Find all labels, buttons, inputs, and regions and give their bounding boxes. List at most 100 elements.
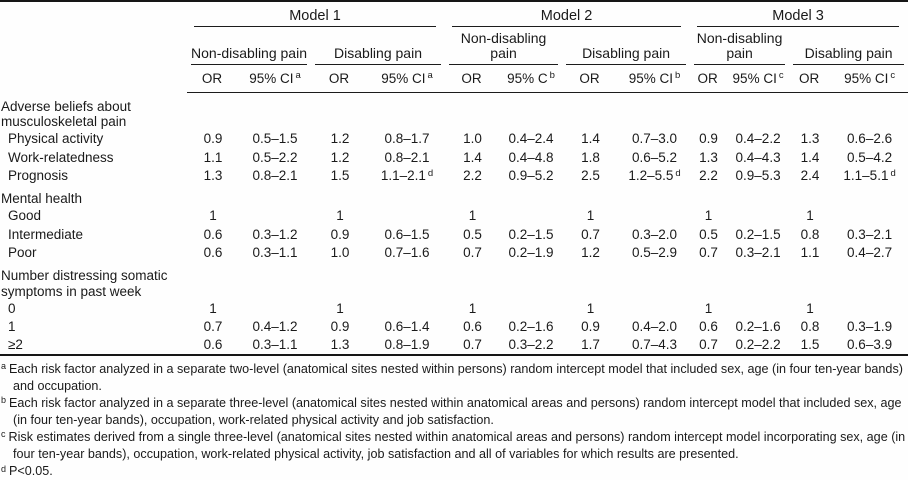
footnote-d: d P<0.05.: [1, 463, 906, 480]
section-title-cell: Number distressing somatic symptoms in p…: [0, 262, 908, 299]
ci-value: [500, 299, 562, 318]
table-row: Poor 0.6 0.3–1.1 1.0 0.7–1.6 0.7 0.2–1.9…: [0, 244, 908, 263]
stat-label: OR: [328, 70, 350, 86]
ci-value: 0.4–1.2: [252, 319, 298, 335]
footnote-a: a Each risk factor analyzed in a separate…: [1, 361, 906, 395]
or-value: 1: [704, 300, 713, 316]
model-2-label: Model 2: [452, 8, 682, 27]
or-value: 0.6: [699, 319, 718, 335]
stat-label: OR: [697, 70, 718, 86]
ci-value: [727, 207, 789, 226]
ci-value: 0.5–1.5: [252, 131, 298, 147]
or-value: 0.9: [330, 319, 350, 335]
ci-value: 0.4–2.4: [508, 131, 554, 147]
or-value: 1.5: [800, 337, 820, 353]
footnote-a-marker: a: [1, 361, 7, 371]
footnote-b-marker: b: [1, 395, 7, 406]
or-value: 0.6: [463, 319, 482, 335]
ci-value: 0.5–2.2: [252, 149, 298, 165]
or-value: 1: [336, 300, 344, 316]
ci-value: [500, 207, 562, 226]
section-title-cell: Mental health: [0, 185, 908, 207]
or-value: 1.3: [800, 131, 820, 147]
pain-header-row: Non-disabling pain Disabling pain Non-di…: [0, 27, 908, 65]
ci-value: 0.7–3.0: [632, 131, 678, 147]
ci-value: 0.2–1.5: [508, 226, 554, 242]
ci-text: 1.1–5.1: [843, 168, 889, 184]
ci-value: 0.4–2.2: [735, 131, 781, 147]
footnote-a-marker: a: [295, 70, 301, 81]
ci-value: 1.2–5.5 d: [619, 167, 690, 186]
ci-value: 0.6–1.5: [384, 226, 430, 242]
ci-value: 0.4–4.8: [508, 149, 554, 165]
model-3-label: Model 3: [697, 8, 900, 27]
stat-label: OR: [798, 70, 820, 86]
or-value: 0.9: [581, 319, 600, 335]
row-label: Physical activity: [8, 131, 104, 147]
footnote-c-marker: c: [1, 429, 6, 440]
or-value: 0.5: [699, 226, 718, 242]
ci-value: 0.3–2.1: [735, 245, 781, 261]
stat-label: 95% CI: [249, 70, 294, 86]
row-label: Poor: [8, 245, 37, 261]
footnote-a-marker: a: [427, 70, 433, 81]
ci-value: [831, 299, 908, 318]
pain-group-label: Disabling pain: [566, 46, 687, 65]
or-column-header: OR: [311, 65, 369, 93]
row-label: Intermediate: [8, 226, 84, 242]
corner-cell: [0, 1, 187, 92]
or-value: 1.1: [800, 245, 820, 261]
ci-column-header: 95% CI c: [727, 65, 790, 93]
ci-value: 0.2–1.9: [508, 245, 554, 261]
or-value: 1: [586, 300, 595, 316]
ci-column-header: 95% CI c: [831, 65, 908, 93]
section-header-row: Number distressing somatic symptoms in p…: [0, 262, 908, 299]
footnote-c: c Risk estimates derived from a single th…: [1, 429, 906, 463]
ci-value: 0.2–2.2: [735, 337, 781, 353]
ci-value: [831, 207, 908, 226]
section-header-row: Adverse beliefs about musculoskeletal pa…: [0, 92, 908, 130]
ci-value: [619, 207, 690, 226]
pain-group-label: Non-disabling pain: [191, 46, 307, 65]
or-value: 0.9: [203, 131, 223, 147]
stat-label: 95% CI: [628, 70, 674, 86]
or-value: 1.1: [203, 149, 223, 165]
table-row: Work-relatedness 1.1 0.5–2.2 1.2 0.8–2.1…: [0, 148, 908, 167]
section-title: Mental health: [1, 191, 83, 206]
or-column-header: OR: [690, 65, 728, 93]
pain-group-label: Disabling pain: [793, 46, 905, 65]
or-value: 0.7: [463, 337, 482, 353]
or-value: 1.3: [203, 168, 223, 184]
or-value: 2.4: [800, 168, 820, 184]
section-title: Adverse beliefs about musculoskeletal pa…: [1, 98, 131, 130]
table-row: 1 0.7 0.4–1.2 0.9 0.6–1.4 0.6 0.2–1.6 0.…: [0, 318, 908, 337]
ci-value: 0.9–5.3: [735, 168, 781, 184]
or-value: 1: [468, 208, 477, 224]
row-label: 0: [8, 300, 16, 316]
m2-disabling-header: Disabling pain: [562, 27, 690, 65]
sig-marker-d: d: [427, 167, 434, 179]
ci-value: 0.3–2.1: [847, 226, 893, 242]
or-value: 1: [468, 300, 477, 316]
ci-value: [239, 207, 311, 226]
or-value: 0.6: [203, 337, 223, 353]
or-value: 1: [806, 208, 814, 224]
or-value: 1.4: [800, 149, 820, 165]
ci-value: 0.5–2.9: [632, 245, 678, 261]
ci-value: 0.3–1.9: [847, 319, 893, 335]
sig-marker-d: d: [675, 167, 681, 179]
table-row: Good 1 1 1 1 1 1: [0, 207, 908, 226]
row-label: Prognosis: [8, 168, 69, 184]
ci-value: 0.3–2.0: [632, 226, 678, 242]
or-value: 0.7: [699, 245, 718, 261]
stat-label: OR: [579, 70, 600, 86]
ci-value: 0.3–1.2: [252, 226, 298, 242]
ci-text: 1.1–2.1: [380, 168, 426, 184]
ci-value: 0.8–1.9: [384, 337, 430, 353]
or-value: 0.7: [699, 337, 718, 353]
footnotes: a Each risk factor analyzed in a separate…: [0, 356, 908, 480]
ci-value: 0.4–2.0: [632, 319, 678, 335]
or-column-header: OR: [562, 65, 620, 93]
ci-text: 1.2–5.5: [628, 168, 674, 184]
